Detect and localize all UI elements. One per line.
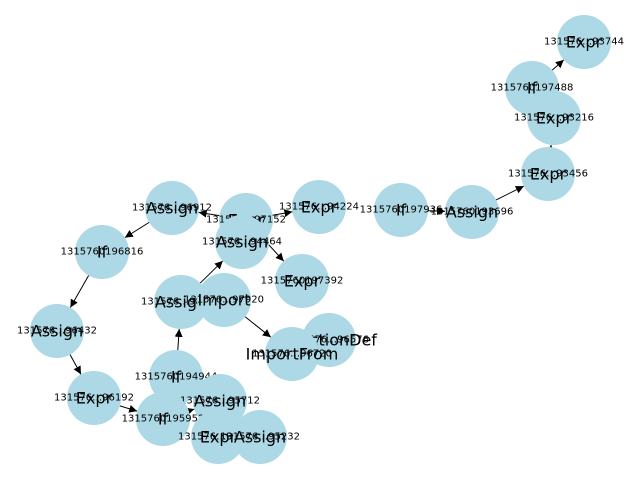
node-id-label: 1315760197936 bbox=[360, 205, 443, 216]
node-type-label: Assign bbox=[155, 293, 207, 312]
edge-n19-n21 bbox=[119, 404, 138, 413]
node-id-label: 131576…95232 bbox=[220, 432, 300, 443]
node-circle bbox=[521, 147, 575, 201]
node-type-label: ImportFrom bbox=[246, 345, 339, 364]
node-type-label: Assign bbox=[31, 322, 83, 341]
node-circle bbox=[149, 350, 203, 404]
edge-n13-n9 bbox=[199, 260, 224, 284]
node-id-label: 1315760196816 bbox=[61, 247, 144, 258]
node-type-label: Assign bbox=[446, 203, 498, 222]
node-id-label: 131576…96576 bbox=[289, 335, 369, 346]
node-id-label: 131576…93456 bbox=[508, 169, 588, 180]
node-type-label: Import bbox=[197, 291, 250, 310]
edge-n8-n7 bbox=[272, 209, 293, 218]
node-id-label: 1315760197488 bbox=[491, 83, 574, 94]
node-circle bbox=[374, 183, 428, 237]
node-type-label: If bbox=[97, 243, 108, 262]
node-circle bbox=[527, 91, 581, 145]
node-type-label: Assign bbox=[234, 428, 286, 447]
node-id-label: 131576…93744 bbox=[544, 37, 624, 48]
node-type-label: Expr bbox=[200, 428, 237, 447]
edge-n18-n13 bbox=[174, 328, 183, 351]
node-circle bbox=[233, 410, 287, 464]
node-type-label: Expr bbox=[284, 272, 321, 291]
edge-n21-n20 bbox=[185, 407, 195, 416]
node-type-label: Expr bbox=[530, 165, 567, 184]
node-type-label: Assign bbox=[146, 199, 198, 218]
node-circle bbox=[197, 273, 251, 327]
nodes-layer: 131576…93744Expr1315760197488If131576…93… bbox=[17, 15, 624, 464]
node-type-label: If bbox=[527, 79, 538, 98]
edge-n17-n19 bbox=[69, 354, 82, 375]
node-id-label: 131576…95472 bbox=[178, 432, 258, 443]
edge-n2-n1 bbox=[551, 59, 565, 71]
node-id-label: 131576…97920 bbox=[184, 295, 264, 306]
node-id-label: 131576…94464 bbox=[202, 237, 282, 248]
node-id-label: 131576…94224 bbox=[279, 202, 359, 213]
edge-n14-n16 bbox=[244, 316, 272, 338]
node-type-label: If bbox=[396, 201, 407, 220]
node-circle bbox=[191, 410, 245, 464]
node-circle bbox=[215, 215, 269, 269]
node-id-label: 1315760197392 bbox=[261, 276, 344, 287]
edge-n10-n12 bbox=[124, 221, 150, 239]
node-circle bbox=[136, 392, 190, 446]
node-id-label: 131576…93216 bbox=[514, 113, 594, 124]
node-circle bbox=[154, 275, 208, 329]
node-circle bbox=[557, 15, 611, 69]
node-id-label: 131576…96432 bbox=[17, 326, 97, 337]
node-circle bbox=[30, 304, 84, 358]
node-id-label: 1315760193696 bbox=[431, 207, 514, 218]
node-type-label: Expr bbox=[301, 198, 338, 217]
node-id-label: 131576…98592 bbox=[141, 297, 221, 308]
node-id-label: 1315760194944 bbox=[135, 372, 218, 383]
node-id-label: 131576…96192 bbox=[54, 393, 134, 404]
edge-n12-n17 bbox=[69, 275, 90, 308]
node-type-label: If bbox=[171, 368, 182, 387]
node-type-label: Expr bbox=[536, 109, 573, 128]
node-id-label: 1315760195952 bbox=[122, 414, 205, 425]
node-circle bbox=[265, 327, 319, 381]
node-circle bbox=[292, 180, 346, 234]
edge-n8-n10 bbox=[198, 209, 220, 218]
node-type-label: If bbox=[158, 410, 169, 429]
node-type-label: Assign bbox=[194, 392, 246, 411]
node-circle bbox=[67, 371, 121, 425]
node-id-label: 131576…96720 bbox=[252, 349, 332, 360]
edge-n5-n4 bbox=[495, 185, 525, 201]
node-id-label: 131576…96912 bbox=[132, 203, 212, 214]
node-circle bbox=[75, 225, 129, 279]
node-circle bbox=[145, 181, 199, 235]
node-circle bbox=[445, 185, 499, 239]
node-circle bbox=[275, 254, 329, 308]
node-type-label: Expr bbox=[76, 389, 113, 408]
node-type-label: Expr bbox=[566, 33, 603, 52]
node-type-label: Assign bbox=[216, 233, 268, 252]
node-id-label: 131576…95712 bbox=[180, 396, 260, 407]
